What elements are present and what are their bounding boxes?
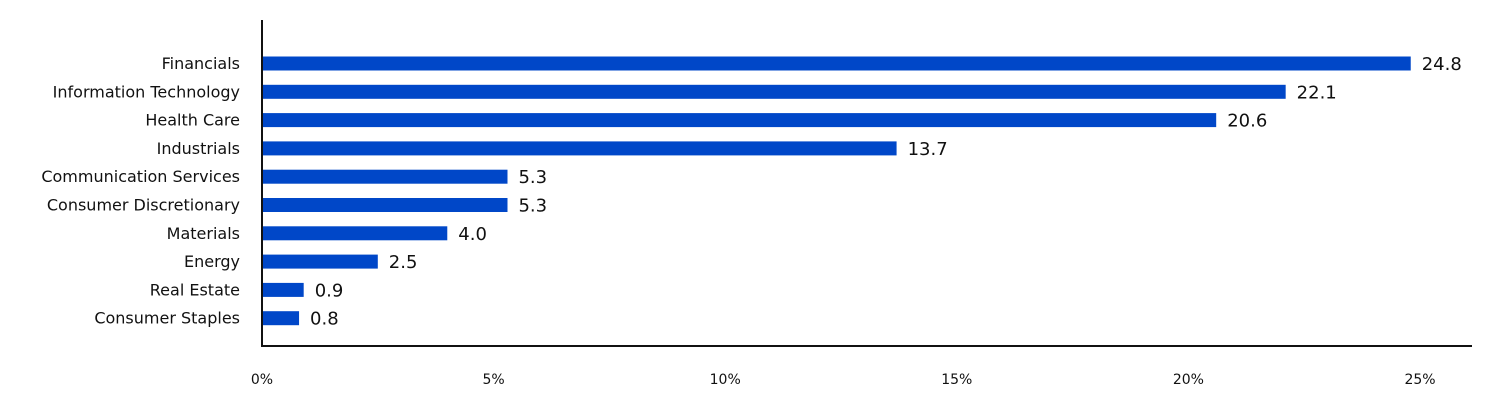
bar <box>262 56 1411 71</box>
bars-layer <box>262 56 1411 326</box>
bar <box>262 198 508 212</box>
data-label: 5.3 <box>518 196 547 217</box>
bar <box>262 141 897 156</box>
bar <box>262 113 1217 128</box>
x-tick-label: 25% <box>1404 372 1435 388</box>
bar <box>262 254 378 269</box>
data-label: 24.8 <box>1422 54 1462 75</box>
x-tick-label: 15% <box>941 372 972 388</box>
bar <box>262 282 304 297</box>
x-tick-label: 5% <box>482 372 504 388</box>
x-tick-label: 10% <box>710 372 741 388</box>
category-label: Consumer Discretionary <box>47 196 240 215</box>
data-label: 0.9 <box>315 280 344 301</box>
category-label: Energy <box>184 252 240 271</box>
bar <box>262 311 300 326</box>
data-label: 2.5 <box>389 252 418 273</box>
category-label: Health Care <box>145 111 240 130</box>
data-label: 4.0 <box>458 224 487 245</box>
category-label: Communication Services <box>41 167 240 186</box>
data-label: 0.8 <box>310 309 339 330</box>
data-label: 20.6 <box>1227 111 1267 132</box>
category-label: Consumer Staples <box>94 309 240 328</box>
bar <box>262 226 448 241</box>
category-label: Industrials <box>157 139 240 158</box>
x-tick-labels: 0% 5% 10% 15% 20% 25% <box>251 372 1436 388</box>
bar <box>262 84 1286 99</box>
category-label: Financials <box>162 54 240 73</box>
category-label: Information Technology <box>53 82 240 101</box>
category-label: Materials <box>167 224 240 243</box>
data-label: 5.3 <box>518 167 547 188</box>
labels-layer: Financials 24.8 Information Technology 22.1… <box>41 54 1461 330</box>
data-label: 13.7 <box>908 139 948 160</box>
bar <box>262 169 508 184</box>
x-tick-label: 20% <box>1173 372 1204 388</box>
x-tick-label: 0% <box>251 372 273 388</box>
category-label: Real Estate <box>150 280 240 299</box>
data-label: 22.1 <box>1297 82 1337 103</box>
